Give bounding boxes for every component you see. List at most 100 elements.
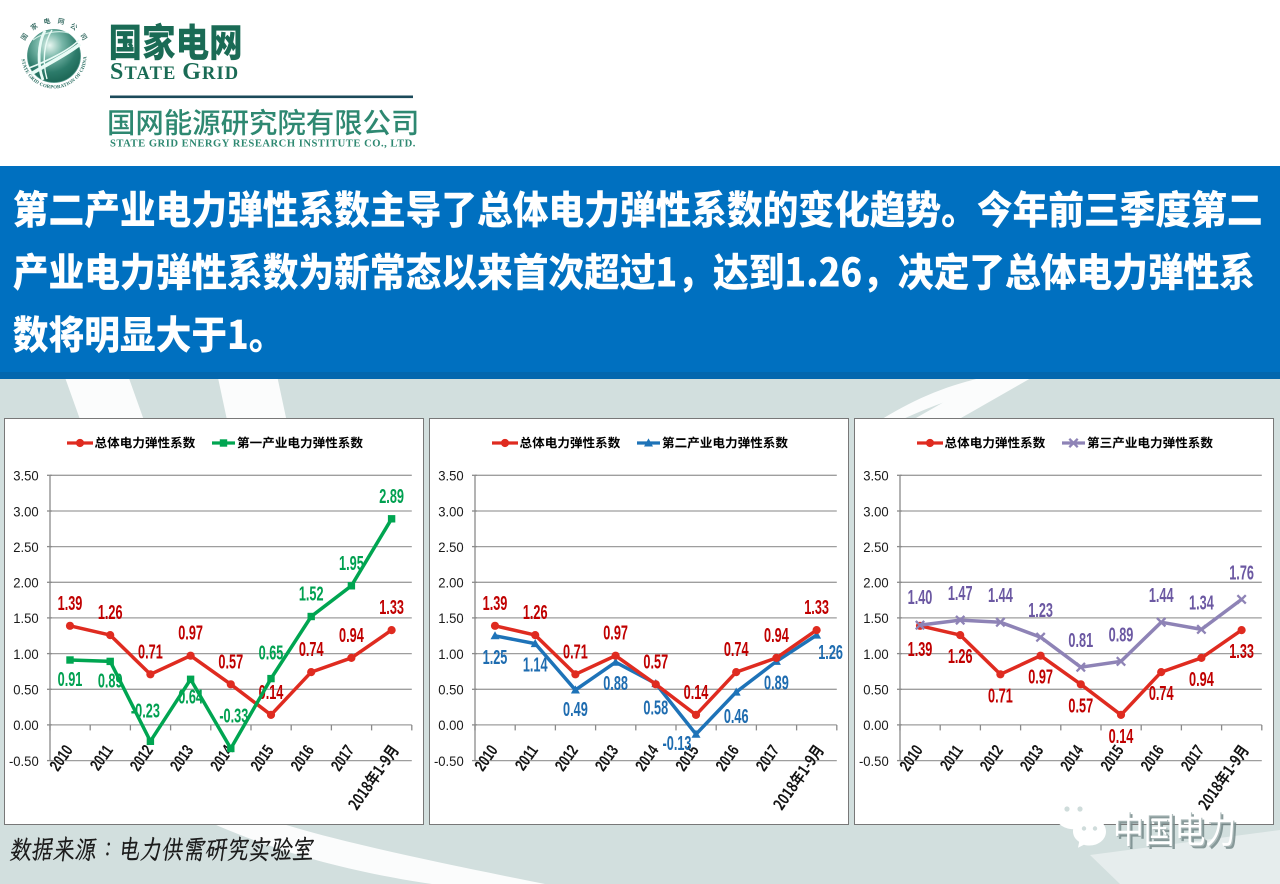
svg-text:2012: 2012 <box>127 742 157 775</box>
svg-text:2013: 2013 <box>592 742 622 775</box>
svg-text:0.00: 0.00 <box>863 718 889 734</box>
svg-text:2013: 2013 <box>1017 742 1047 775</box>
svg-text:0.57: 0.57 <box>643 650 668 673</box>
svg-text:-0.33: -0.33 <box>219 704 248 727</box>
svg-text:-0.50: -0.50 <box>434 753 464 769</box>
svg-text:0.91: 0.91 <box>58 668 83 691</box>
svg-text:2010: 2010 <box>472 742 502 775</box>
svg-text:0.00: 0.00 <box>13 718 39 734</box>
svg-text:3.50: 3.50 <box>863 468 889 484</box>
svg-text:2014: 2014 <box>632 742 662 775</box>
svg-text:0.74: 0.74 <box>724 638 749 661</box>
svg-text:1.39: 1.39 <box>908 638 933 661</box>
svg-text:-0.50: -0.50 <box>9 753 39 769</box>
svg-text:2011: 2011 <box>87 742 117 774</box>
svg-text:0.50: 0.50 <box>438 682 464 698</box>
svg-text:1.50: 1.50 <box>438 611 464 627</box>
svg-text:0.14: 0.14 <box>684 681 709 704</box>
svg-text:2016: 2016 <box>713 742 743 775</box>
svg-text:2010: 2010 <box>47 742 77 775</box>
svg-text:0.57: 0.57 <box>218 650 243 673</box>
svg-text:1.44: 1.44 <box>988 584 1013 607</box>
svg-text:2015: 2015 <box>248 742 278 775</box>
svg-text:-0.13: -0.13 <box>663 732 692 755</box>
svg-text:2017: 2017 <box>328 742 358 775</box>
svg-text:1.33: 1.33 <box>1229 640 1254 663</box>
svg-text:0.00: 0.00 <box>438 718 464 734</box>
svg-text:0.97: 0.97 <box>1028 666 1053 689</box>
svg-text:1.76: 1.76 <box>1229 561 1254 584</box>
svg-text:3.00: 3.00 <box>863 504 889 520</box>
svg-text:0.14: 0.14 <box>1109 725 1134 748</box>
svg-text:1.00: 1.00 <box>863 646 889 662</box>
svg-text:1.50: 1.50 <box>863 611 889 627</box>
svg-text:2013: 2013 <box>167 742 197 775</box>
svg-text:2017: 2017 <box>1178 742 1208 775</box>
svg-text:2.00: 2.00 <box>863 575 889 591</box>
svg-text:-0.50: -0.50 <box>859 753 889 769</box>
svg-text:0.50: 0.50 <box>13 682 39 698</box>
svg-text:1.26: 1.26 <box>523 601 548 624</box>
svg-text:0.57: 0.57 <box>1068 694 1093 717</box>
svg-text:2016: 2016 <box>1138 742 1168 775</box>
svg-text:0.74: 0.74 <box>299 638 324 661</box>
svg-text:1.26: 1.26 <box>948 645 973 668</box>
svg-text:1.00: 1.00 <box>13 646 39 662</box>
svg-text:0.46: 0.46 <box>724 705 749 728</box>
svg-text:2.50: 2.50 <box>438 539 464 555</box>
svg-text:2011: 2011 <box>512 742 542 774</box>
svg-text:0.71: 0.71 <box>138 640 163 663</box>
svg-text:2.50: 2.50 <box>863 539 889 555</box>
svg-text:1.44: 1.44 <box>1149 584 1174 607</box>
svg-text:1.50: 1.50 <box>13 611 39 627</box>
svg-text:0.81: 0.81 <box>1068 629 1093 652</box>
svg-text:0.65: 0.65 <box>259 642 284 665</box>
svg-text:2.50: 2.50 <box>13 539 39 555</box>
svg-text:0.74: 0.74 <box>1149 682 1174 705</box>
svg-text:0.71: 0.71 <box>563 640 588 663</box>
svg-text:2.00: 2.00 <box>438 575 464 591</box>
svg-text:3.50: 3.50 <box>13 468 39 484</box>
svg-text:1.34: 1.34 <box>1189 591 1214 614</box>
svg-text:0.94: 0.94 <box>339 624 364 647</box>
svg-text:2014: 2014 <box>1057 742 1087 775</box>
svg-text:1.23: 1.23 <box>1028 599 1053 622</box>
svg-text:2011: 2011 <box>937 742 967 774</box>
svg-text:0.49: 0.49 <box>563 698 588 721</box>
svg-text:0.89: 0.89 <box>764 671 789 694</box>
svg-text:0.50: 0.50 <box>863 682 889 698</box>
svg-text:2012: 2012 <box>977 742 1007 775</box>
svg-text:0.89: 0.89 <box>1109 623 1134 646</box>
svg-text:3.00: 3.00 <box>438 504 464 520</box>
svg-text:2016: 2016 <box>288 742 318 775</box>
svg-text:1.47: 1.47 <box>948 582 973 605</box>
svg-text:1.14: 1.14 <box>523 654 548 677</box>
svg-text:1.39: 1.39 <box>483 592 508 615</box>
svg-text:0.88: 0.88 <box>603 672 628 695</box>
svg-text:0.94: 0.94 <box>1189 668 1214 691</box>
svg-text:1.33: 1.33 <box>379 596 404 619</box>
svg-text:STATE GRID ENERGY RESEARCH INS: STATE GRID ENERGY RESEARCH INSTITUTE CO.… <box>110 139 416 150</box>
svg-text:0.97: 0.97 <box>603 622 628 645</box>
svg-text:0.71: 0.71 <box>988 684 1013 707</box>
svg-text:2.89: 2.89 <box>379 485 404 508</box>
svg-text:3.00: 3.00 <box>13 504 39 520</box>
svg-text:0.94: 0.94 <box>764 624 789 647</box>
svg-text:1.39: 1.39 <box>58 592 83 615</box>
svg-text:2017: 2017 <box>753 742 783 775</box>
svg-text:1.00: 1.00 <box>438 646 464 662</box>
svg-text:2.00: 2.00 <box>13 575 39 591</box>
svg-text:1.40: 1.40 <box>908 586 933 609</box>
svg-text:1.25: 1.25 <box>483 646 508 669</box>
svg-text:STATE GRID: STATE GRID <box>110 59 239 85</box>
svg-text:2010: 2010 <box>897 742 927 775</box>
svg-text:0.58: 0.58 <box>643 697 668 720</box>
svg-text:1.52: 1.52 <box>299 582 324 605</box>
svg-text:0.97: 0.97 <box>178 622 203 645</box>
svg-text:1.26: 1.26 <box>818 641 843 664</box>
svg-text:2012: 2012 <box>552 742 582 775</box>
svg-text:1.95: 1.95 <box>339 552 364 575</box>
svg-text:1.26: 1.26 <box>98 601 123 624</box>
svg-text:3.50: 3.50 <box>438 468 464 484</box>
svg-text:1.33: 1.33 <box>804 596 829 619</box>
